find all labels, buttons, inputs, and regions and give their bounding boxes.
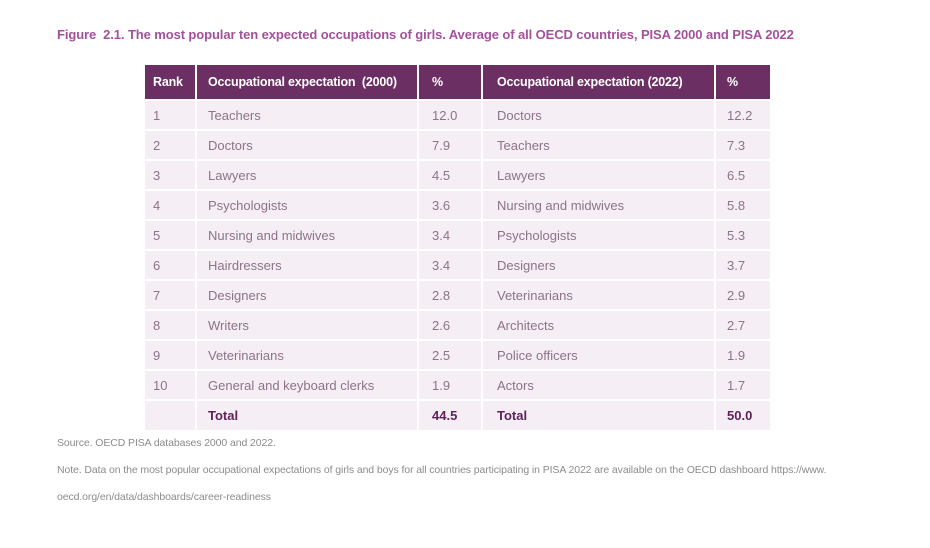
total-label-2000: Total bbox=[195, 399, 419, 430]
percent-2000-cell: 7.9 bbox=[417, 129, 483, 161]
note-text-line-1: Note. Data on the most popular occupatio… bbox=[57, 464, 827, 476]
source-note: Source. OECD PISA databases 2000 and 202… bbox=[57, 437, 276, 449]
percent-2000-cell: 3.4 bbox=[417, 249, 483, 281]
percent-2022-cell: 12.2 bbox=[714, 99, 770, 131]
percent-2022-cell: 6.5 bbox=[714, 159, 770, 191]
rank-cell: 10 bbox=[145, 369, 197, 401]
occupation-2022-cell: Actors bbox=[481, 369, 716, 401]
occupation-2000-cell: Lawyers bbox=[195, 159, 419, 191]
percent-2022-cell: 1.7 bbox=[714, 369, 770, 401]
percent-2022-cell: 1.9 bbox=[714, 339, 770, 371]
rank-cell: 3 bbox=[145, 159, 197, 191]
table-row: 3 Lawyers 4.5 Lawyers 6.5 bbox=[145, 159, 770, 191]
table-row: 9 Veterinarians 2.5 Police officers 1.9 bbox=[145, 339, 770, 371]
rank-cell: 8 bbox=[145, 309, 197, 341]
table-body: 1 Teachers 12.0 Doctors 12.2 2 Doctors 7… bbox=[145, 99, 770, 430]
occupation-2000-cell: Designers bbox=[195, 279, 419, 311]
total-percent-2000: 44.5 bbox=[417, 399, 483, 430]
rank-cell: 7 bbox=[145, 279, 197, 311]
table-row: 1 Teachers 12.0 Doctors 12.2 bbox=[145, 99, 770, 131]
note-text-line-2: oecd.org/en/data/dashboards/career-readi… bbox=[57, 491, 271, 503]
rank-cell: 5 bbox=[145, 219, 197, 251]
table-row: 6 Hairdressers 3.4 Designers 3.7 bbox=[145, 249, 770, 281]
occupation-2022-cell: Nursing and midwives bbox=[481, 189, 716, 221]
occupation-2000-cell: Hairdressers bbox=[195, 249, 419, 281]
percent-2000-cell: 4.5 bbox=[417, 159, 483, 191]
occupation-2000-cell: Teachers bbox=[195, 99, 419, 131]
occupation-2022-cell: Designers bbox=[481, 249, 716, 281]
table-row: 10 General and keyboard clerks 1.9 Actor… bbox=[145, 369, 770, 401]
occupation-2022-cell: Police officers bbox=[481, 339, 716, 371]
percent-2022-cell: 5.8 bbox=[714, 189, 770, 221]
occupation-2022-cell: Doctors bbox=[481, 99, 716, 131]
header-percent-2000: % bbox=[417, 65, 483, 101]
table-row: 4 Psychologists 3.6 Nursing and midwives… bbox=[145, 189, 770, 221]
table-row: 7 Designers 2.8 Veterinarians 2.9 bbox=[145, 279, 770, 311]
occupation-2000-cell: Veterinarians bbox=[195, 339, 419, 371]
occupation-2000-cell: Doctors bbox=[195, 129, 419, 161]
occupation-2022-cell: Architects bbox=[481, 309, 716, 341]
rank-cell: 2 bbox=[145, 129, 197, 161]
percent-2000-cell: 3.4 bbox=[417, 219, 483, 251]
occupation-2022-cell: Teachers bbox=[481, 129, 716, 161]
percent-2000-cell: 12.0 bbox=[417, 99, 483, 131]
occupations-table: Rank Occupational expectation (2000) % O… bbox=[145, 65, 770, 430]
header-occupation-2000: Occupational expectation (2000) bbox=[195, 65, 419, 101]
figure-title: Figure 2.1. The most popular ten expecte… bbox=[57, 27, 794, 42]
header-occupation-2022: Occupational expectation (2022) bbox=[481, 65, 716, 101]
rank-cell: 9 bbox=[145, 339, 197, 371]
occupation-2000-cell: General and keyboard clerks bbox=[195, 369, 419, 401]
rank-cell bbox=[145, 399, 197, 430]
percent-2022-cell: 3.7 bbox=[714, 249, 770, 281]
table-total-row: Total 44.5 Total 50.0 bbox=[145, 399, 770, 430]
percent-2000-cell: 2.5 bbox=[417, 339, 483, 371]
percent-2022-cell: 7.3 bbox=[714, 129, 770, 161]
total-label-2022: Total bbox=[481, 399, 716, 430]
occupation-2022-cell: Psychologists bbox=[481, 219, 716, 251]
header-percent-2022: % bbox=[714, 65, 770, 101]
table-header: Rank Occupational expectation (2000) % O… bbox=[145, 65, 770, 101]
rank-cell: 1 bbox=[145, 99, 197, 131]
header-rank: Rank bbox=[145, 65, 197, 101]
table-row: 8 Writers 2.6 Architects 2.7 bbox=[145, 309, 770, 341]
table-header-row: Rank Occupational expectation (2000) % O… bbox=[145, 65, 770, 101]
percent-2022-cell: 2.9 bbox=[714, 279, 770, 311]
occupation-2000-cell: Writers bbox=[195, 309, 419, 341]
table-row: 2 Doctors 7.9 Teachers 7.3 bbox=[145, 129, 770, 161]
percent-2000-cell: 3.6 bbox=[417, 189, 483, 221]
percent-2022-cell: 5.3 bbox=[714, 219, 770, 251]
occupation-2000-cell: Psychologists bbox=[195, 189, 419, 221]
occupation-2022-cell: Veterinarians bbox=[481, 279, 716, 311]
rank-cell: 6 bbox=[145, 249, 197, 281]
percent-2000-cell: 2.8 bbox=[417, 279, 483, 311]
percent-2000-cell: 2.6 bbox=[417, 309, 483, 341]
occupation-2022-cell: Lawyers bbox=[481, 159, 716, 191]
table-row: 5 Nursing and midwives 3.4 Psychologists… bbox=[145, 219, 770, 251]
total-percent-2022: 50.0 bbox=[714, 399, 770, 430]
rank-cell: 4 bbox=[145, 189, 197, 221]
percent-2022-cell: 2.7 bbox=[714, 309, 770, 341]
occupation-2000-cell: Nursing and midwives bbox=[195, 219, 419, 251]
percent-2000-cell: 1.9 bbox=[417, 369, 483, 401]
